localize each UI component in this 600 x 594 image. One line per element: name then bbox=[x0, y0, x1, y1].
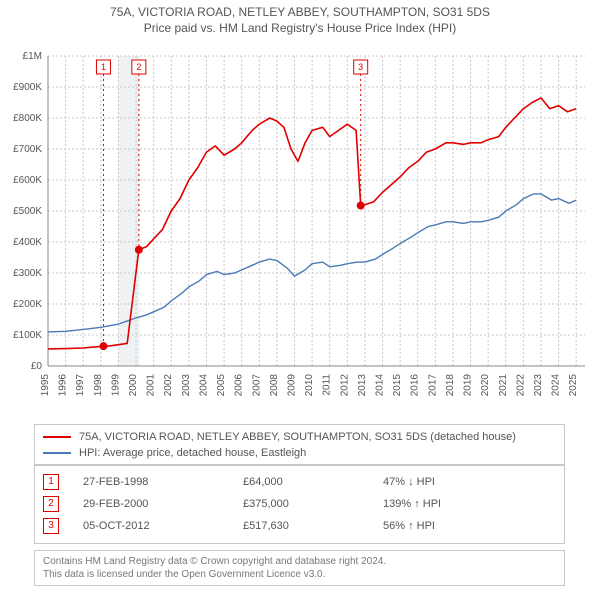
y-tick-label: £800K bbox=[13, 113, 42, 124]
event-marker: 3 bbox=[43, 518, 59, 534]
event-marker: 2 bbox=[43, 496, 59, 512]
x-tick-label: 2015 bbox=[392, 374, 403, 397]
legend-label-blue: HPI: Average price, detached house, East… bbox=[79, 447, 306, 459]
legend-row-blue: HPI: Average price, detached house, East… bbox=[43, 445, 556, 461]
sale-point bbox=[357, 202, 365, 210]
event-stat: 56% ↑ HPI bbox=[383, 515, 556, 537]
chart-title: 75A, VICTORIA ROAD, NETLEY ABBEY, SOUTHA… bbox=[0, 4, 600, 36]
x-tick-label: 2002 bbox=[163, 374, 174, 397]
x-tick-label: 1996 bbox=[58, 374, 69, 397]
x-tick-label: 2025 bbox=[568, 374, 579, 397]
title-line-2: Price paid vs. HM Land Registry's House … bbox=[0, 20, 600, 36]
sale-marker-number: 3 bbox=[358, 62, 363, 72]
sale-marker-number: 2 bbox=[136, 62, 141, 72]
x-tick-label: 2010 bbox=[304, 374, 315, 397]
x-tick-label: 2006 bbox=[234, 374, 245, 397]
x-tick-label: 2020 bbox=[480, 374, 491, 397]
legend-swatch-red bbox=[43, 436, 71, 438]
x-tick-label: 2022 bbox=[515, 374, 526, 397]
chart-area: £0 £100K £200K £300K £400K £500K £600K £700K £80… bbox=[0, 48, 600, 418]
x-tick-label: 2024 bbox=[551, 374, 562, 397]
y-tick-label: £500K bbox=[13, 206, 42, 217]
sale-point bbox=[99, 342, 107, 350]
event-row: 3 05-OCT-2012£517,63056% ↑ HPI bbox=[43, 515, 556, 537]
events-table: 1 27-FEB-1998£64,00047% ↓ HPI 2 29-FEB-2000… bbox=[34, 464, 565, 544]
event-row: 2 29-FEB-2000£375,000139% ↑ HPI bbox=[43, 493, 556, 515]
x-tick-label: 2016 bbox=[410, 374, 421, 397]
y-tick-label: £300K bbox=[13, 268, 42, 279]
x-tick-label: 2000 bbox=[128, 374, 139, 397]
x-tick-label: 2007 bbox=[251, 374, 262, 397]
legend: 75A, VICTORIA ROAD, NETLEY ABBEY, SOUTHA… bbox=[34, 424, 565, 466]
x-tick-label: 2001 bbox=[146, 374, 157, 397]
x-tick-label: 2021 bbox=[498, 374, 509, 397]
y-tick-label: £900K bbox=[13, 82, 42, 93]
event-date: 05-OCT-2012 bbox=[83, 515, 243, 537]
event-row: 1 27-FEB-1998£64,00047% ↓ HPI bbox=[43, 471, 556, 493]
event-stat: 47% ↓ HPI bbox=[383, 471, 556, 493]
y-tick-label: £200K bbox=[13, 299, 42, 310]
event-price: £64,000 bbox=[243, 471, 383, 493]
event-price: £375,000 bbox=[243, 493, 383, 515]
sale-marker-number: 1 bbox=[101, 62, 106, 72]
x-tick-label: 2013 bbox=[357, 374, 368, 397]
chart-svg: £0 £100K £200K £300K £400K £500K £600K £700K £80… bbox=[0, 48, 600, 418]
x-tick-label: 2023 bbox=[533, 374, 544, 397]
footer-line-2: This data is licensed under the Open Gov… bbox=[43, 568, 556, 581]
x-tick-label: 2011 bbox=[322, 374, 333, 396]
x-tick-label: 2019 bbox=[463, 374, 474, 397]
sale-point bbox=[135, 246, 143, 254]
x-tick-label: 1995 bbox=[40, 374, 51, 397]
x-tick-label: 2012 bbox=[339, 374, 350, 397]
legend-label-red: 75A, VICTORIA ROAD, NETLEY ABBEY, SOUTHA… bbox=[79, 431, 516, 443]
event-stat: 139% ↑ HPI bbox=[383, 493, 556, 515]
y-tick-label: £0 bbox=[31, 361, 43, 372]
y-tick-label: £600K bbox=[13, 175, 42, 186]
attribution: Contains HM Land Registry data © Crown c… bbox=[34, 550, 565, 586]
event-price: £517,630 bbox=[243, 515, 383, 537]
event-date: 29-FEB-2000 bbox=[83, 493, 243, 515]
event-marker: 1 bbox=[43, 474, 59, 490]
x-tick-label: 2003 bbox=[181, 374, 192, 397]
y-tick-label: £1M bbox=[23, 51, 42, 62]
x-tick-label: 2008 bbox=[269, 374, 280, 397]
x-tick-label: 1999 bbox=[110, 374, 121, 397]
x-tick-label: 2005 bbox=[216, 374, 227, 397]
event-date: 27-FEB-1998 bbox=[83, 471, 243, 493]
legend-row-red: 75A, VICTORIA ROAD, NETLEY ABBEY, SOUTHA… bbox=[43, 429, 556, 445]
y-tick-label: £400K bbox=[13, 237, 42, 248]
y-tick-label: £100K bbox=[13, 330, 42, 341]
x-tick-label: 2017 bbox=[427, 374, 438, 397]
x-tick-label: 1997 bbox=[75, 374, 86, 397]
x-tick-label: 2004 bbox=[198, 374, 209, 397]
legend-swatch-blue bbox=[43, 452, 71, 454]
title-line-1: 75A, VICTORIA ROAD, NETLEY ABBEY, SOUTHA… bbox=[0, 4, 600, 20]
footer-line-1: Contains HM Land Registry data © Crown c… bbox=[43, 555, 556, 568]
x-tick-label: 1998 bbox=[93, 374, 104, 397]
x-tick-label: 2018 bbox=[445, 374, 456, 397]
x-tick-label: 2009 bbox=[286, 374, 297, 397]
x-tick-label: 2014 bbox=[375, 374, 386, 397]
y-tick-label: £700K bbox=[13, 144, 42, 155]
